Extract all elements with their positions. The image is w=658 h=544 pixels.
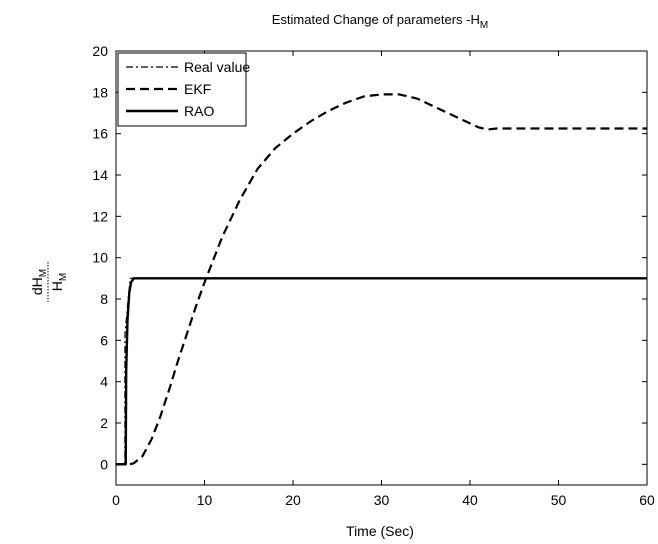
plot-frame bbox=[115, 50, 648, 486]
legend-label: EKF bbox=[184, 81, 211, 97]
y-tick-label: 18 bbox=[92, 84, 108, 100]
y-tick-label: 6 bbox=[100, 332, 108, 348]
y-label-numerator: dHM bbox=[29, 269, 49, 295]
y-label-numerator-main: dH bbox=[29, 277, 45, 295]
y-tick-label: 14 bbox=[92, 167, 108, 183]
y-label-denominator: HM bbox=[49, 273, 69, 291]
x-axis-label: Time (Sec) bbox=[346, 523, 414, 539]
series-layer bbox=[116, 93, 647, 466]
x-tick-label: 40 bbox=[462, 492, 478, 508]
chart-title-main: Estimated Change of parameters -H bbox=[272, 12, 480, 27]
legend: Real value EKF RAO bbox=[117, 52, 250, 127]
chart-title-sub: M bbox=[480, 20, 488, 31]
x-tick-label: 60 bbox=[639, 492, 655, 508]
x-tick-label: 10 bbox=[197, 492, 213, 508]
y-tick-label: 8 bbox=[100, 291, 108, 307]
x-tick-label: 50 bbox=[551, 492, 567, 508]
legend-label: RAO bbox=[184, 103, 214, 119]
x-tick-label: 30 bbox=[374, 492, 390, 508]
y-tick-label: 12 bbox=[92, 208, 108, 224]
y-label-denominator-sub: M bbox=[58, 273, 69, 281]
y-tick-label: 4 bbox=[100, 374, 108, 390]
legend-label: Real value bbox=[184, 59, 250, 75]
x-tick-label: 20 bbox=[285, 492, 301, 508]
y-label-numerator-sub: M bbox=[38, 269, 49, 277]
legend-box bbox=[117, 52, 247, 127]
y-tick-label: 2 bbox=[100, 415, 108, 431]
y-tick-label: 20 bbox=[92, 43, 108, 59]
x-tick-label: 0 bbox=[112, 492, 120, 508]
y-tick-label: 0 bbox=[100, 456, 108, 472]
series-line-ekf bbox=[116, 93, 647, 466]
ticks: 0 10 20 30 40 50 60 0 2 4 6 8 10 12 14 16 18 20 bbox=[92, 43, 655, 508]
series-line-rao bbox=[116, 277, 647, 466]
chart-title: Estimated Change of parameters -HM bbox=[272, 12, 488, 31]
y-tick-label: 10 bbox=[92, 250, 108, 266]
y-label-denominator-main: H bbox=[49, 281, 65, 291]
y-axis-label: dHM HM bbox=[29, 262, 69, 302]
y-tick-label: 16 bbox=[92, 126, 108, 142]
